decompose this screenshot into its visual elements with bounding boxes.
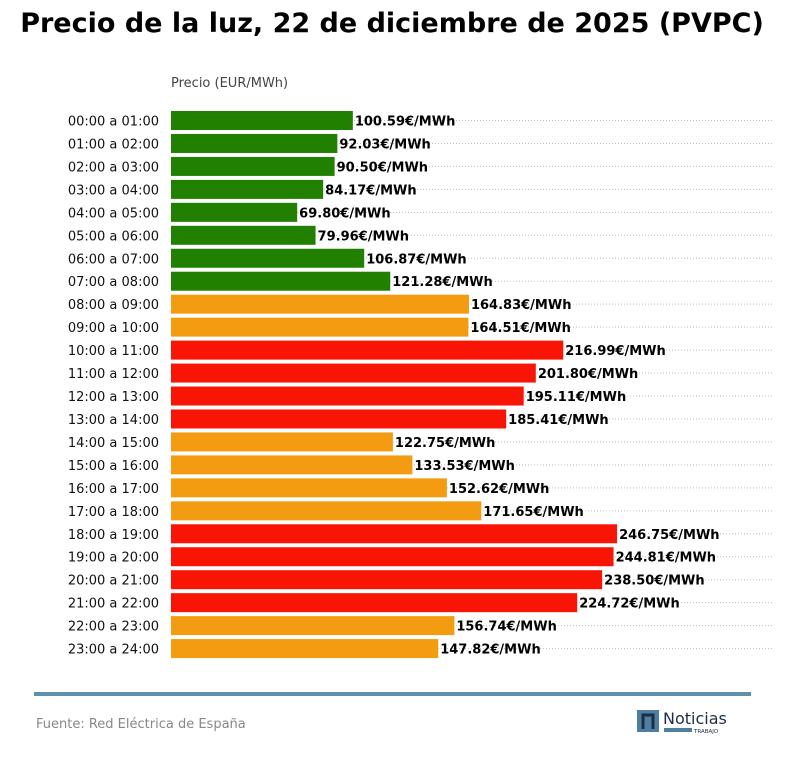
data-label: 133.53€/MWh: [414, 459, 515, 474]
data-label: 152.62€/MWh: [449, 482, 549, 497]
bar: [171, 363, 536, 383]
data-label: 246.75€/MWh: [619, 528, 720, 543]
category-label: 08:00 a 09:00: [68, 298, 159, 313]
category-label: 23:00 a 24:00: [68, 643, 159, 658]
category-label: 02:00 a 03:00: [68, 160, 159, 175]
bar: [171, 409, 507, 429]
category-label: 17:00 a 18:00: [68, 505, 159, 520]
category-label: 01:00 a 02:00: [68, 137, 159, 152]
category-label: 18:00 a 19:00: [68, 528, 159, 543]
category-label: 21:00 a 22:00: [68, 597, 159, 612]
category-label: 19:00 a 20:00: [68, 551, 159, 566]
bar: [171, 317, 469, 337]
data-label: 122.75€/MWh: [395, 436, 496, 451]
category-label: 10:00 a 11:00: [68, 344, 159, 359]
chart-title: Precio de la luz, 22 de diciembre de 202…: [20, 8, 764, 39]
data-label: 106.87€/MWh: [366, 252, 467, 267]
bar: [171, 478, 447, 498]
category-label: 16:00 a 17:00: [68, 482, 159, 497]
category-label: 05:00 a 06:00: [68, 229, 159, 244]
category-label: 06:00 a 07:00: [68, 252, 159, 267]
bar: [171, 593, 578, 613]
bar: [171, 639, 439, 659]
data-label: 90.50€/MWh: [337, 160, 428, 175]
bar: [171, 570, 603, 590]
data-label: 121.28€/MWh: [392, 275, 493, 290]
bar: [171, 616, 455, 636]
bar: [171, 156, 335, 176]
data-label: 156.74€/MWh: [456, 620, 557, 635]
data-label: 171.65€/MWh: [483, 505, 583, 520]
svg-text:Noticias: Noticias: [663, 709, 727, 728]
data-label: 69.80€/MWh: [299, 206, 390, 221]
category-label: 07:00 a 08:00: [68, 275, 159, 290]
bar: [171, 432, 393, 452]
bar: [171, 547, 614, 567]
bar: [171, 501, 482, 521]
data-label: 100.59€/MWh: [355, 115, 456, 130]
data-label: 164.51€/MWh: [470, 321, 571, 336]
bar: [171, 340, 564, 360]
category-label: 04:00 a 05:00: [68, 206, 159, 221]
data-label: 244.81€/MWh: [616, 551, 717, 566]
data-label: 216.99€/MWh: [565, 344, 666, 359]
data-label: 79.96€/MWh: [318, 229, 409, 244]
category-label: 00:00 a 01:00: [68, 115, 159, 130]
bar: [171, 271, 391, 291]
category-label: 20:00 a 21:00: [68, 574, 159, 589]
category-label: 13:00 a 14:00: [68, 413, 159, 428]
bar: [171, 202, 298, 222]
noticias-trabajo-logo: Noticias TRABAJO: [637, 709, 727, 735]
category-label: 03:00 a 04:00: [68, 183, 159, 198]
data-label: 147.82€/MWh: [440, 643, 541, 658]
data-label: 201.80€/MWh: [538, 367, 639, 382]
bar: [171, 111, 353, 130]
svg-text:TRABAJO: TRABAJO: [693, 729, 719, 735]
bar: [171, 386, 524, 406]
x-axis-label: Precio (EUR/MWh): [171, 76, 288, 91]
data-label: 238.50€/MWh: [604, 574, 705, 589]
data-label: 185.41€/MWh: [508, 413, 609, 428]
bar: [171, 248, 365, 268]
category-label: 11:00 a 12:00: [68, 367, 159, 382]
category-label: 12:00 a 13:00: [68, 390, 159, 405]
source-note: Fuente: Red Eléctrica de España: [36, 717, 246, 732]
bar: [171, 179, 324, 199]
bar: [171, 225, 316, 245]
bar: [171, 455, 413, 475]
category-label: 22:00 a 23:00: [68, 620, 159, 635]
data-label: 84.17€/MWh: [325, 183, 416, 198]
bar: [171, 524, 618, 544]
bar: [171, 294, 469, 314]
data-label: 164.83€/MWh: [471, 298, 572, 313]
bar: [171, 133, 338, 153]
data-label: 224.72€/MWh: [579, 597, 680, 612]
data-label: 92.03€/MWh: [339, 137, 430, 152]
category-label: 14:00 a 15:00: [68, 436, 159, 451]
category-label: 09:00 a 10:00: [68, 321, 159, 336]
category-label: 15:00 a 16:00: [68, 459, 159, 474]
data-label: 195.11€/MWh: [526, 390, 627, 405]
